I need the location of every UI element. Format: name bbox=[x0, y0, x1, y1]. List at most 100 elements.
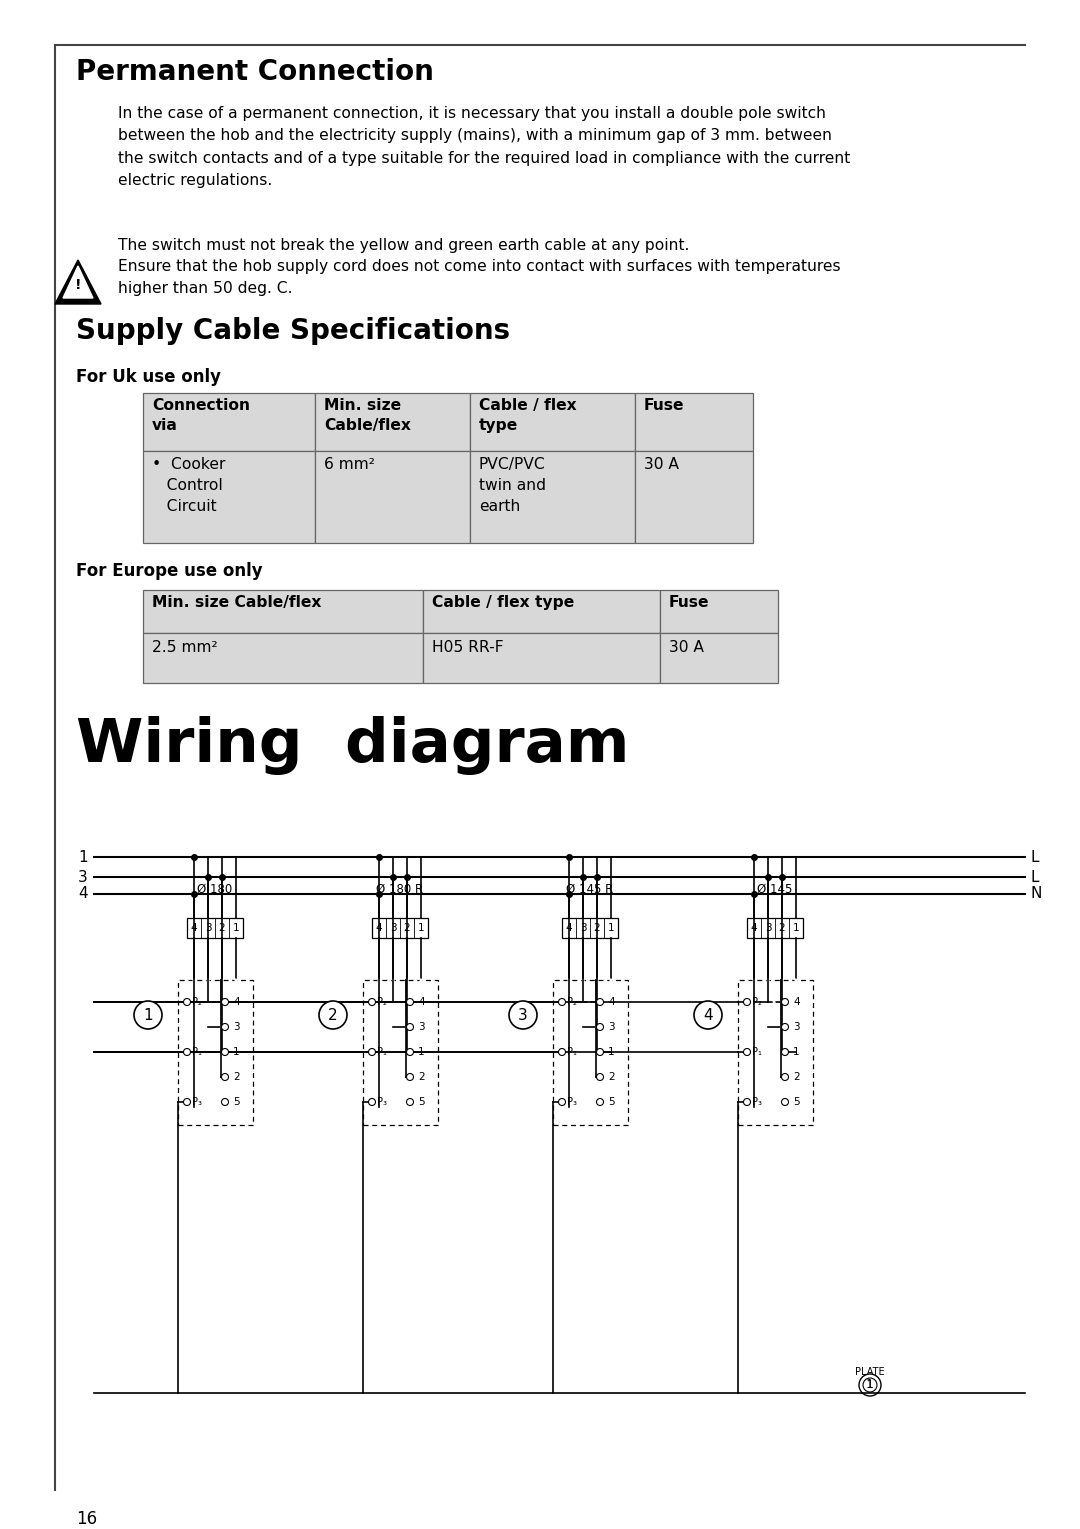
Circle shape bbox=[368, 998, 376, 1006]
Circle shape bbox=[319, 1001, 347, 1029]
Text: The switch must not break the yellow and green earth cable at any point.: The switch must not break the yellow and… bbox=[118, 239, 689, 252]
Text: 1: 1 bbox=[78, 850, 87, 864]
Text: P₂: P₂ bbox=[377, 997, 387, 1008]
Text: 4: 4 bbox=[751, 924, 757, 933]
Circle shape bbox=[596, 1023, 604, 1031]
Text: 3: 3 bbox=[205, 924, 212, 933]
Text: P₃: P₃ bbox=[567, 1096, 577, 1107]
Circle shape bbox=[743, 1049, 751, 1055]
Circle shape bbox=[743, 1098, 751, 1105]
Text: P₃: P₃ bbox=[192, 1096, 202, 1107]
Text: 5: 5 bbox=[793, 1096, 799, 1107]
Circle shape bbox=[406, 1049, 414, 1055]
Bar bbox=[143, 633, 423, 683]
Circle shape bbox=[694, 1001, 723, 1029]
Text: 16: 16 bbox=[76, 1511, 97, 1527]
Circle shape bbox=[184, 1098, 190, 1105]
Circle shape bbox=[221, 1049, 229, 1055]
Text: 1: 1 bbox=[866, 1379, 874, 1391]
Polygon shape bbox=[63, 266, 93, 298]
Bar bbox=[187, 917, 243, 937]
Text: 5: 5 bbox=[418, 1096, 424, 1107]
Circle shape bbox=[859, 1375, 881, 1396]
Text: !: ! bbox=[75, 278, 81, 292]
Text: 1: 1 bbox=[418, 1047, 424, 1057]
Text: PVC/PVC
twin and
earth: PVC/PVC twin and earth bbox=[480, 457, 546, 514]
Circle shape bbox=[368, 1049, 376, 1055]
Text: Ø 145: Ø 145 bbox=[757, 884, 793, 896]
Circle shape bbox=[782, 1049, 788, 1055]
Text: 2: 2 bbox=[218, 924, 226, 933]
Bar bbox=[423, 590, 660, 633]
Text: Min. size Cable/flex: Min. size Cable/flex bbox=[152, 595, 322, 610]
Bar bbox=[423, 633, 660, 683]
Text: 1: 1 bbox=[232, 924, 240, 933]
Bar bbox=[660, 590, 778, 633]
Text: P₁: P₁ bbox=[192, 1047, 202, 1057]
Polygon shape bbox=[55, 260, 102, 304]
Text: 3: 3 bbox=[390, 924, 396, 933]
Text: P₁: P₁ bbox=[567, 1047, 577, 1057]
Bar bbox=[470, 451, 635, 543]
Circle shape bbox=[782, 998, 788, 1006]
Text: 3: 3 bbox=[418, 1021, 424, 1032]
Bar bbox=[315, 393, 470, 451]
Text: 6 mm²: 6 mm² bbox=[324, 457, 375, 472]
Text: P₃: P₃ bbox=[377, 1096, 387, 1107]
Circle shape bbox=[184, 998, 190, 1006]
Text: 4: 4 bbox=[78, 887, 87, 902]
Text: 1: 1 bbox=[418, 924, 424, 933]
Text: 2: 2 bbox=[328, 1008, 338, 1023]
Bar bbox=[660, 633, 778, 683]
Text: 2: 2 bbox=[779, 924, 785, 933]
Circle shape bbox=[596, 1049, 604, 1055]
Text: Wiring  diagram: Wiring diagram bbox=[76, 716, 630, 775]
Text: PLATE: PLATE bbox=[855, 1367, 885, 1378]
Text: 3: 3 bbox=[233, 1021, 240, 1032]
Text: 1: 1 bbox=[793, 1047, 799, 1057]
Text: 2: 2 bbox=[404, 924, 410, 933]
Circle shape bbox=[558, 1049, 566, 1055]
Bar bbox=[143, 590, 423, 633]
Circle shape bbox=[221, 998, 229, 1006]
Text: 2: 2 bbox=[418, 1072, 424, 1083]
Circle shape bbox=[863, 1378, 877, 1391]
Text: Supply Cable Specifications: Supply Cable Specifications bbox=[76, 317, 510, 346]
Text: 2: 2 bbox=[594, 924, 600, 933]
Circle shape bbox=[782, 1023, 788, 1031]
Text: In the case of a permanent connection, it is necessary that you install a double: In the case of a permanent connection, i… bbox=[118, 106, 850, 188]
Text: Cable / flex
type: Cable / flex type bbox=[480, 398, 577, 433]
Text: Permanent Connection: Permanent Connection bbox=[76, 58, 434, 86]
Text: 2: 2 bbox=[793, 1072, 799, 1083]
Text: 1: 1 bbox=[144, 1008, 152, 1023]
Text: Ø 145 R: Ø 145 R bbox=[566, 884, 613, 896]
Circle shape bbox=[221, 1073, 229, 1081]
Text: 3: 3 bbox=[78, 870, 87, 884]
Circle shape bbox=[221, 1098, 229, 1105]
Bar bbox=[315, 451, 470, 543]
Bar bbox=[553, 980, 627, 1125]
Circle shape bbox=[406, 1098, 414, 1105]
Text: 4: 4 bbox=[191, 924, 198, 933]
Circle shape bbox=[509, 1001, 537, 1029]
Text: Ensure that the hob supply cord does not come into contact with surfaces with te: Ensure that the hob supply cord does not… bbox=[118, 258, 840, 297]
Circle shape bbox=[406, 1023, 414, 1031]
Circle shape bbox=[743, 998, 751, 1006]
Text: 3: 3 bbox=[608, 1021, 615, 1032]
Text: 4: 4 bbox=[418, 997, 424, 1008]
Text: 3: 3 bbox=[580, 924, 586, 933]
Circle shape bbox=[782, 1098, 788, 1105]
Circle shape bbox=[596, 998, 604, 1006]
Circle shape bbox=[221, 1023, 229, 1031]
Text: P₂: P₂ bbox=[567, 997, 577, 1008]
Bar bbox=[747, 917, 804, 937]
Circle shape bbox=[134, 1001, 162, 1029]
Text: Ø 180: Ø 180 bbox=[198, 884, 232, 896]
Circle shape bbox=[596, 1073, 604, 1081]
Circle shape bbox=[558, 998, 566, 1006]
Text: For Uk use only: For Uk use only bbox=[76, 368, 221, 385]
Text: 4: 4 bbox=[703, 1008, 713, 1023]
Text: 1: 1 bbox=[793, 924, 799, 933]
Text: L: L bbox=[1030, 850, 1039, 864]
Text: Connection
via: Connection via bbox=[152, 398, 249, 433]
